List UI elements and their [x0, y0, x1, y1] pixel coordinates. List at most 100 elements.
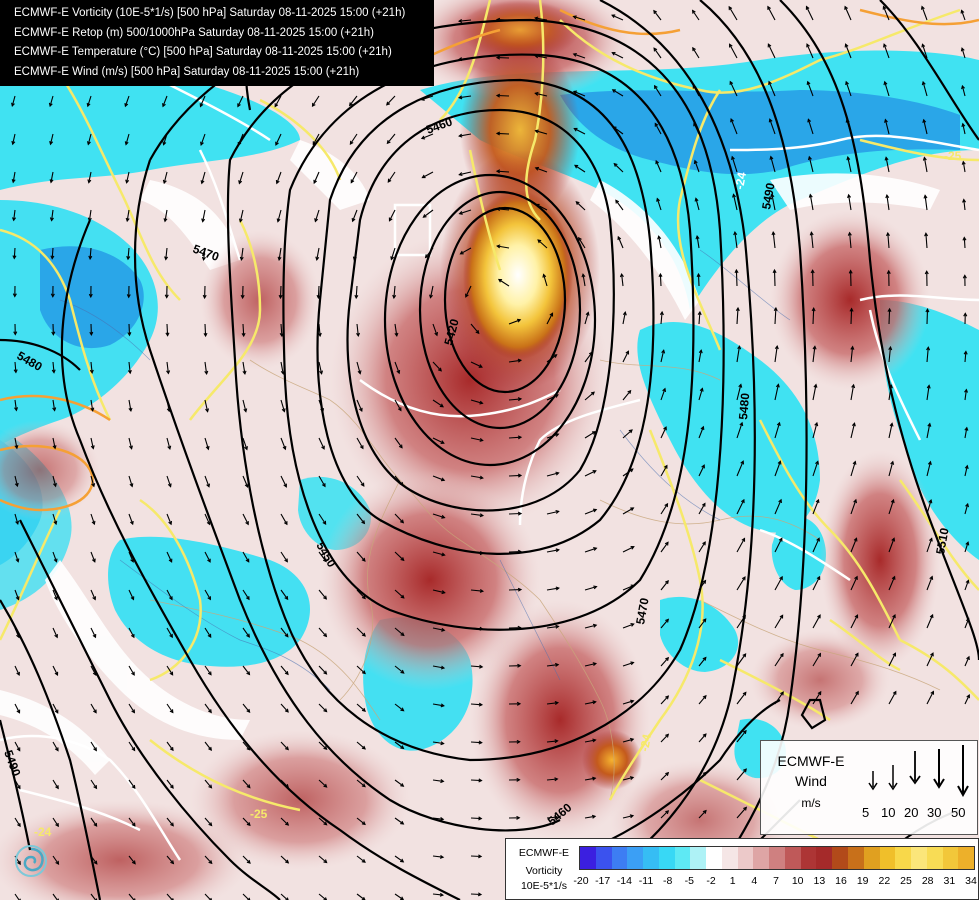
- wind-arrow: [584, 351, 593, 363]
- wind-arrow: [732, 194, 738, 211]
- vorticity-color-swatch: [706, 847, 722, 869]
- wind-arrow: [584, 470, 597, 477]
- wind-arrow-head: [131, 822, 136, 827]
- wind-arrow-head: [889, 422, 894, 427]
- wind-arrow-head: [422, 214, 427, 218]
- wind-arrow-head: [131, 709, 136, 714]
- wind-arrow: [52, 665, 58, 676]
- wind-arrow-head: [478, 364, 483, 368]
- wind-arrow: [546, 816, 558, 819]
- wind-arrow-head: [245, 596, 250, 601]
- wind-arrow-head: [284, 746, 289, 751]
- wind-arrow-head: [170, 860, 175, 865]
- wind-arrow: [546, 313, 553, 325]
- wind-arrow-head: [922, 156, 927, 161]
- wind-arrow: [14, 361, 17, 373]
- wind-arrow-head: [400, 519, 405, 524]
- wind-arrow: [693, 122, 700, 135]
- wind-arrow-head: [737, 345, 742, 350]
- wind-arrow: [961, 85, 966, 97]
- wind-arrow-head: [658, 272, 663, 278]
- wind-arrow: [318, 361, 323, 374]
- wind-arrow: [964, 351, 967, 363]
- wind-arrow-head: [847, 231, 852, 236]
- wind-arrow: [128, 627, 135, 638]
- wind-arrow: [470, 361, 483, 368]
- wind-arrow: [14, 399, 17, 411]
- wind-arrow: [773, 269, 776, 287]
- wind-arrow-head: [361, 707, 366, 712]
- wind-arrow-head: [441, 627, 446, 632]
- wind-arrow: [508, 436, 522, 439]
- wind-arrow: [508, 512, 522, 515]
- wind-arrow: [470, 779, 482, 782]
- wind-arrow-head: [964, 388, 969, 393]
- wind-arrow-head: [15, 596, 20, 601]
- wind-arrow: [318, 475, 326, 487]
- wind-arrow-head: [284, 558, 288, 563]
- wind-arrow: [89, 247, 92, 259]
- wind-arrow: [584, 391, 595, 401]
- wind-arrow: [204, 475, 210, 487]
- wind-arrow-head: [534, 166, 539, 171]
- vorticity-color-swatch: [721, 847, 738, 869]
- wind-arrow: [812, 653, 821, 667]
- wind-arrow: [312, 95, 320, 107]
- wind-arrow: [963, 199, 966, 211]
- wind-arrow: [698, 618, 707, 629]
- wind-arrow-head: [166, 370, 171, 375]
- vorticity-color-swatch: [595, 847, 612, 869]
- wind-arrow: [584, 662, 597, 667]
- wind-arrow: [318, 741, 327, 750]
- wind-arrow: [242, 665, 250, 675]
- wind-arrow: [698, 541, 706, 553]
- wind-arrow-head: [731, 155, 735, 161]
- vorticity-color-swatch: [658, 847, 675, 869]
- wind-arrow: [390, 247, 396, 260]
- wind-arrow: [349, 95, 358, 106]
- wind-arrow: [166, 399, 170, 412]
- wind-arrow-head: [357, 370, 362, 375]
- wind-arrow-head: [496, 244, 501, 249]
- wind-arrow-head: [963, 312, 968, 317]
- wind-arrow: [963, 237, 966, 249]
- wind-arrow: [812, 461, 819, 477]
- vorticity-color-swatch: [911, 847, 927, 869]
- wind-arrow: [87, 133, 92, 145]
- vorticity-color-swatch: [674, 847, 691, 869]
- wind-arrow-head: [359, 445, 364, 450]
- wind-arrow-head: [424, 254, 429, 259]
- wind-arrow-head: [200, 141, 204, 146]
- wind-arrow-head: [55, 860, 60, 865]
- wind-arrow: [356, 589, 366, 599]
- wind-arrow-head: [965, 579, 970, 584]
- wind-arrow: [850, 499, 857, 515]
- wind-arrow: [386, 133, 396, 144]
- wind-arrow-head: [807, 155, 812, 161]
- wind-arrow: [242, 779, 251, 788]
- wind-arrow-head: [207, 596, 211, 601]
- wind-arrow-head: [169, 709, 174, 714]
- wind-arrow: [459, 209, 472, 215]
- wind-arrow-head: [592, 470, 597, 474]
- wind-arrow-head: [742, 768, 747, 773]
- wind-arrow-head: [739, 421, 744, 427]
- wind-arrow-head: [849, 307, 854, 312]
- wind-arrow-head: [891, 575, 896, 580]
- wind-arrow-head: [657, 235, 662, 240]
- wind-arrow: [423, 209, 434, 218]
- wind-arrow-head: [590, 391, 595, 396]
- wind-arrow: [14, 779, 21, 789]
- title-line-retop: ECMWF-E Retop (m) 500/1000hPa Saturday 0…: [14, 26, 374, 39]
- wind-arrow: [729, 81, 738, 97]
- wind-arrow: [166, 627, 173, 638]
- wind-arrow: [465, 285, 472, 298]
- wind-arrow-head: [323, 633, 328, 638]
- wind-arrow-head: [593, 547, 598, 551]
- wind-arrow: [459, 19, 472, 22]
- wind-arrow-head: [741, 537, 746, 542]
- wind-arrow-head: [162, 179, 167, 185]
- wind-arrow-head: [478, 816, 483, 821]
- wind-arrow-head: [630, 546, 635, 550]
- wind-arrow: [622, 738, 634, 743]
